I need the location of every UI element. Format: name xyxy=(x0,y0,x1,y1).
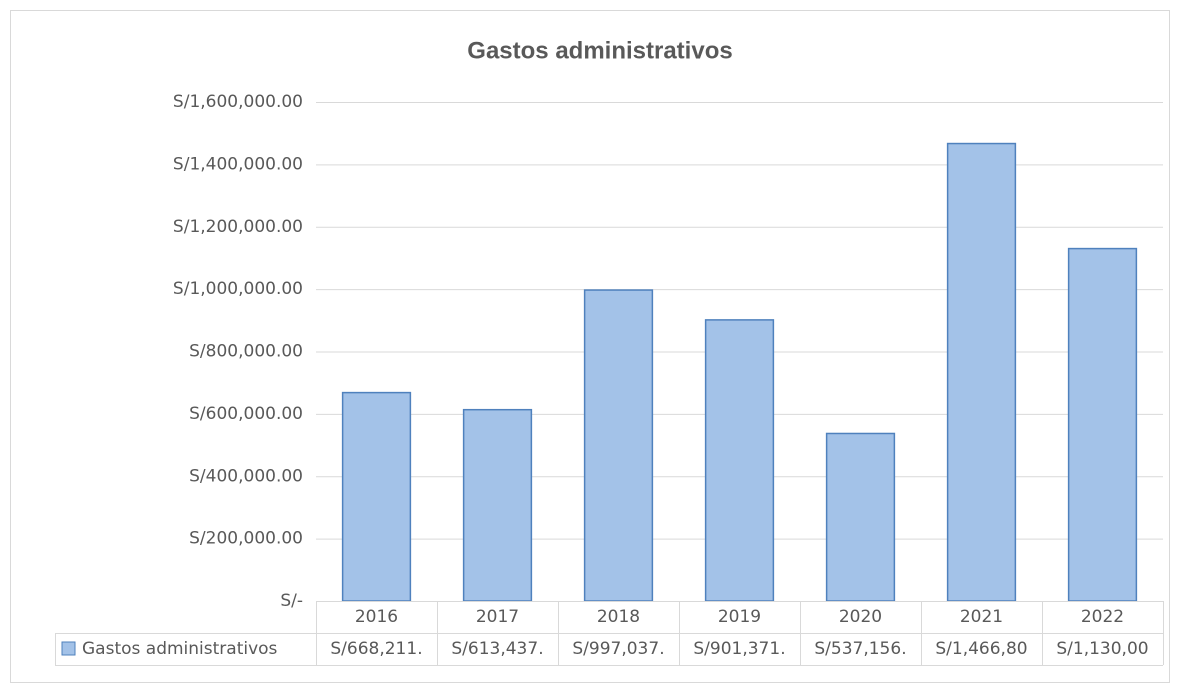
bar xyxy=(583,289,654,602)
y-tick-label: S/1,200,000.00 xyxy=(173,217,303,237)
data-table-value: S/1,130,00 xyxy=(1056,639,1148,659)
legend-key xyxy=(61,641,76,656)
data-table-value: S/901,371. xyxy=(693,639,785,659)
y-tick-label: S/800,000.00 xyxy=(189,342,303,362)
x-tick-label: 2018 xyxy=(597,607,640,627)
bar xyxy=(704,319,775,602)
x-tick-label: 2016 xyxy=(355,607,398,627)
data-table-value: S/537,156. xyxy=(814,639,906,659)
y-tick-label: S/600,000.00 xyxy=(189,404,303,424)
data-table-value: S/613,437. xyxy=(451,639,543,659)
x-tick-label: 2021 xyxy=(960,607,1003,627)
y-tick-label: S/200,000.00 xyxy=(189,529,303,549)
bar xyxy=(341,391,412,602)
x-tick-label: 2022 xyxy=(1081,607,1124,627)
y-tick-label: S/400,000.00 xyxy=(189,466,303,486)
bar xyxy=(1067,247,1138,602)
y-tick-label: S/- xyxy=(280,591,303,611)
data-table-value: S/668,211. xyxy=(330,639,422,659)
x-tick-label: 2020 xyxy=(839,607,882,627)
chart-title: Gastos administrativos xyxy=(467,37,732,64)
legend-label: Gastos administrativos xyxy=(82,639,278,659)
y-tick-label: S/1,400,000.00 xyxy=(173,154,303,174)
data-table-value: S/997,037. xyxy=(572,639,664,659)
y-tick-label: S/1,000,000.00 xyxy=(173,279,303,299)
x-tick-label: 2019 xyxy=(718,607,761,627)
data-table-value: S/1,466,80 xyxy=(935,639,1027,659)
bar xyxy=(462,408,533,602)
y-tick-label: S/1,600,000.00 xyxy=(173,92,303,112)
bar xyxy=(946,142,1017,602)
bar xyxy=(825,432,896,602)
x-tick-label: 2017 xyxy=(476,607,519,627)
